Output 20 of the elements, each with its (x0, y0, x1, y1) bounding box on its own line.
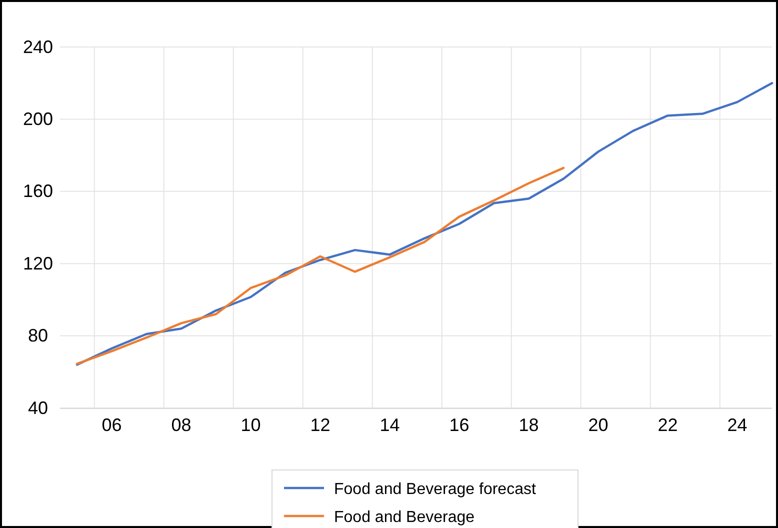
y-tick-label: 120 (22, 253, 54, 274)
x-tick-label: 22 (658, 414, 678, 435)
x-tick-label: 14 (380, 414, 400, 435)
y-tick-label: 240 (22, 36, 54, 57)
y-tick-label: 40 (28, 398, 48, 418)
legend-label: Food and Beverage forecast (334, 481, 536, 498)
line-series (76, 166, 565, 365)
x-tick-label: 20 (588, 414, 608, 435)
x-tick-label: 08 (171, 414, 192, 435)
x-tick-label: 12 (310, 414, 330, 435)
x-tick-label: 06 (102, 414, 122, 435)
line-series (76, 82, 774, 366)
y-tick-label: 200 (22, 108, 54, 129)
x-tick-label: 10 (240, 414, 261, 435)
y-tick-label: 160 (22, 181, 54, 202)
x-tick-label: 24 (727, 414, 748, 435)
legend-label: Food and Beverage (334, 509, 475, 526)
y-tick-label: 80 (28, 326, 48, 346)
x-tick-label: 16 (449, 414, 470, 435)
x-tick-label: 18 (518, 414, 539, 435)
